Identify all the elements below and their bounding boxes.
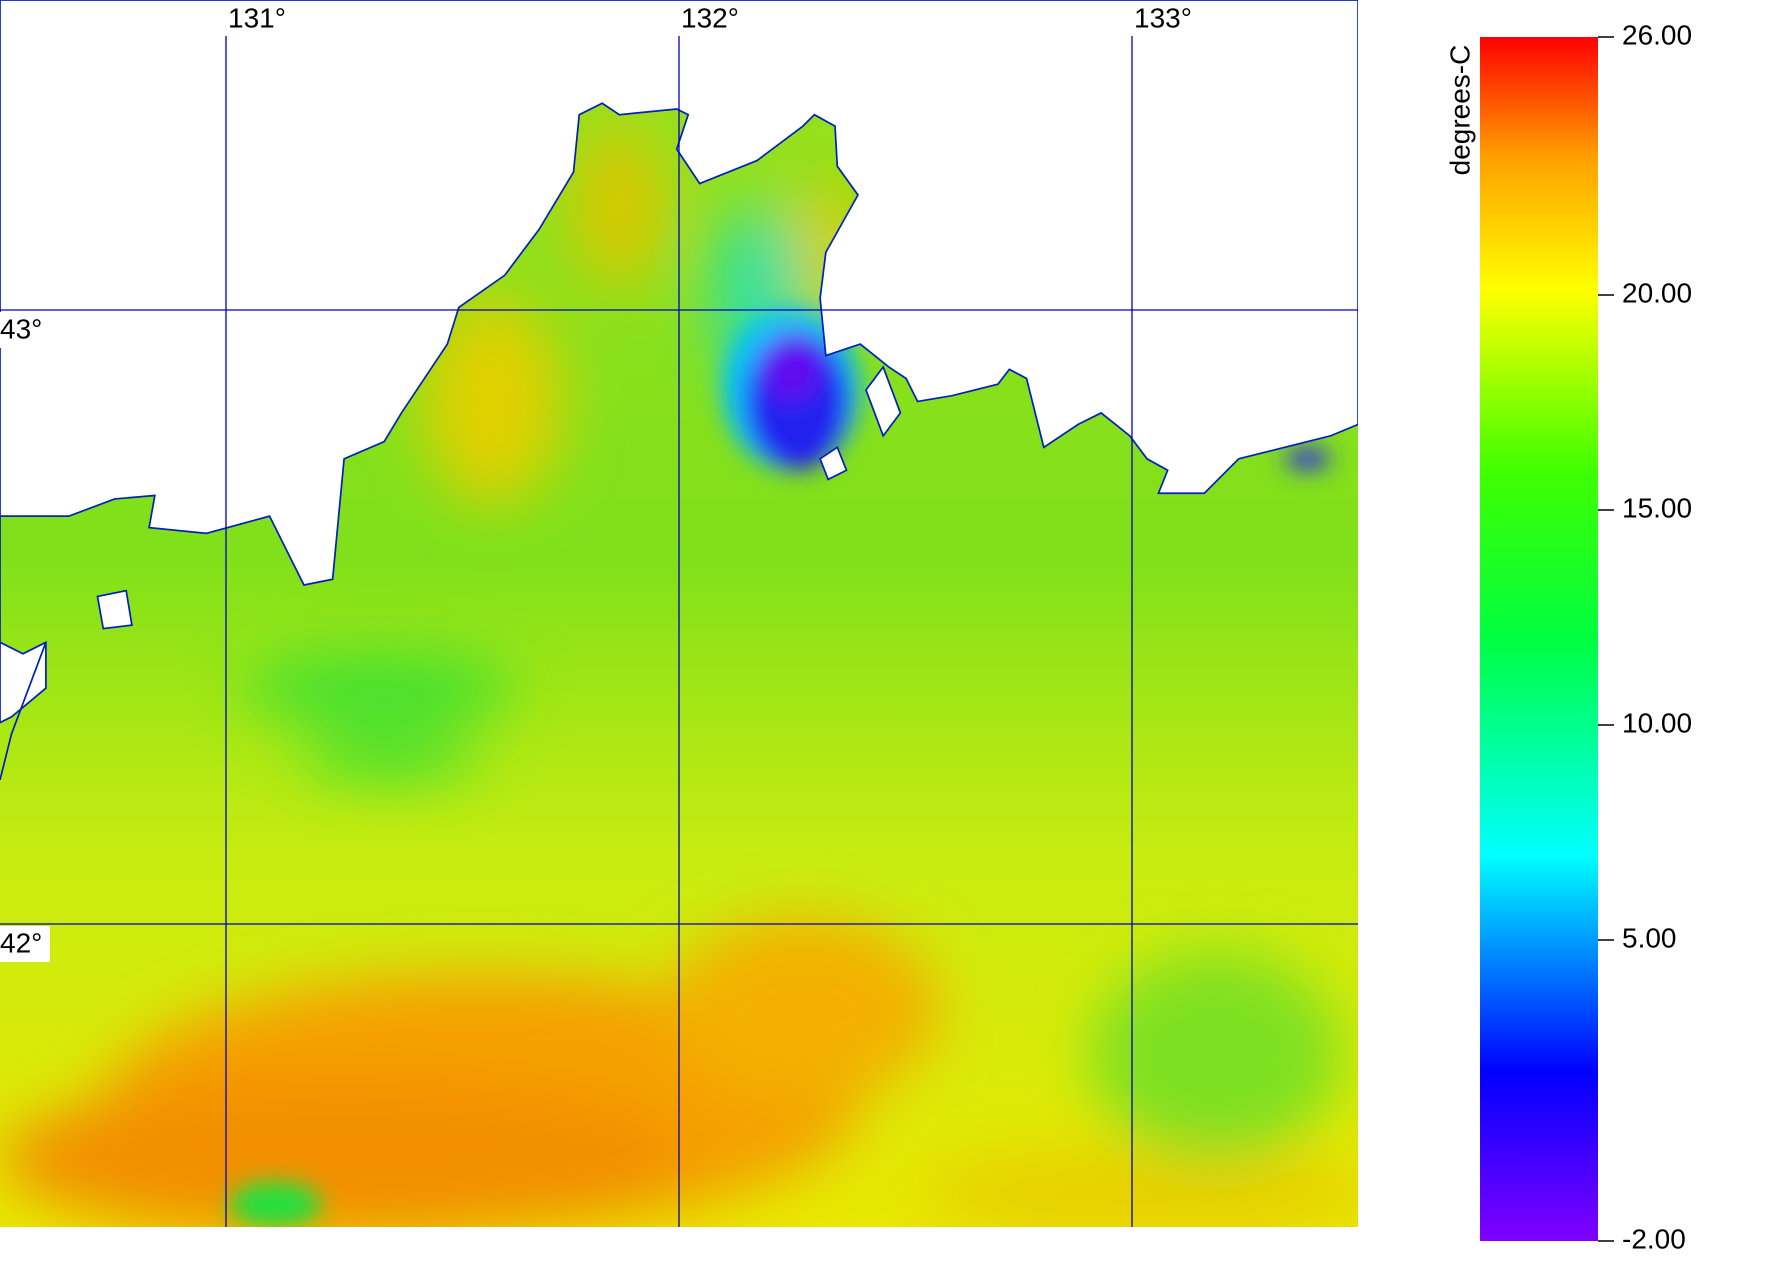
colorbar-tick-label: 10.00 (1622, 707, 1692, 738)
latitude-label: 42° (0, 927, 42, 958)
colorbar-tick-label: 5.00 (1622, 922, 1677, 953)
latitude-label-bg (0, 926, 50, 962)
longitude-label: 133° (1134, 2, 1192, 33)
colorbar-ticks: 26.00 20.00 15.00 10.00 5.00 -2.00 (1598, 19, 1692, 1254)
latitude-label-bg (0, 312, 50, 348)
colorbar-tick-label: 15.00 (1622, 492, 1692, 523)
land (0, 0, 1358, 724)
colorbar-tick-label: 26.00 (1622, 19, 1692, 50)
colorbar (1480, 37, 1598, 1241)
graticule: 131° 132° 133° 43° 42° (0, 2, 1358, 1227)
longitude-label: 132° (681, 2, 739, 33)
longitude-label: 131° (228, 2, 286, 33)
temperature-patches (0, 126, 1358, 1227)
colorbar-label: degrees-C (1444, 45, 1475, 176)
colorbar-tick-label: -2.00 (1622, 1223, 1686, 1254)
sst-field (0, 0, 1358, 1227)
latitude-label: 43° (0, 313, 42, 344)
colorbar-tick-label: 20.00 (1622, 277, 1692, 308)
cold-upwelling (229, 309, 1331, 1227)
